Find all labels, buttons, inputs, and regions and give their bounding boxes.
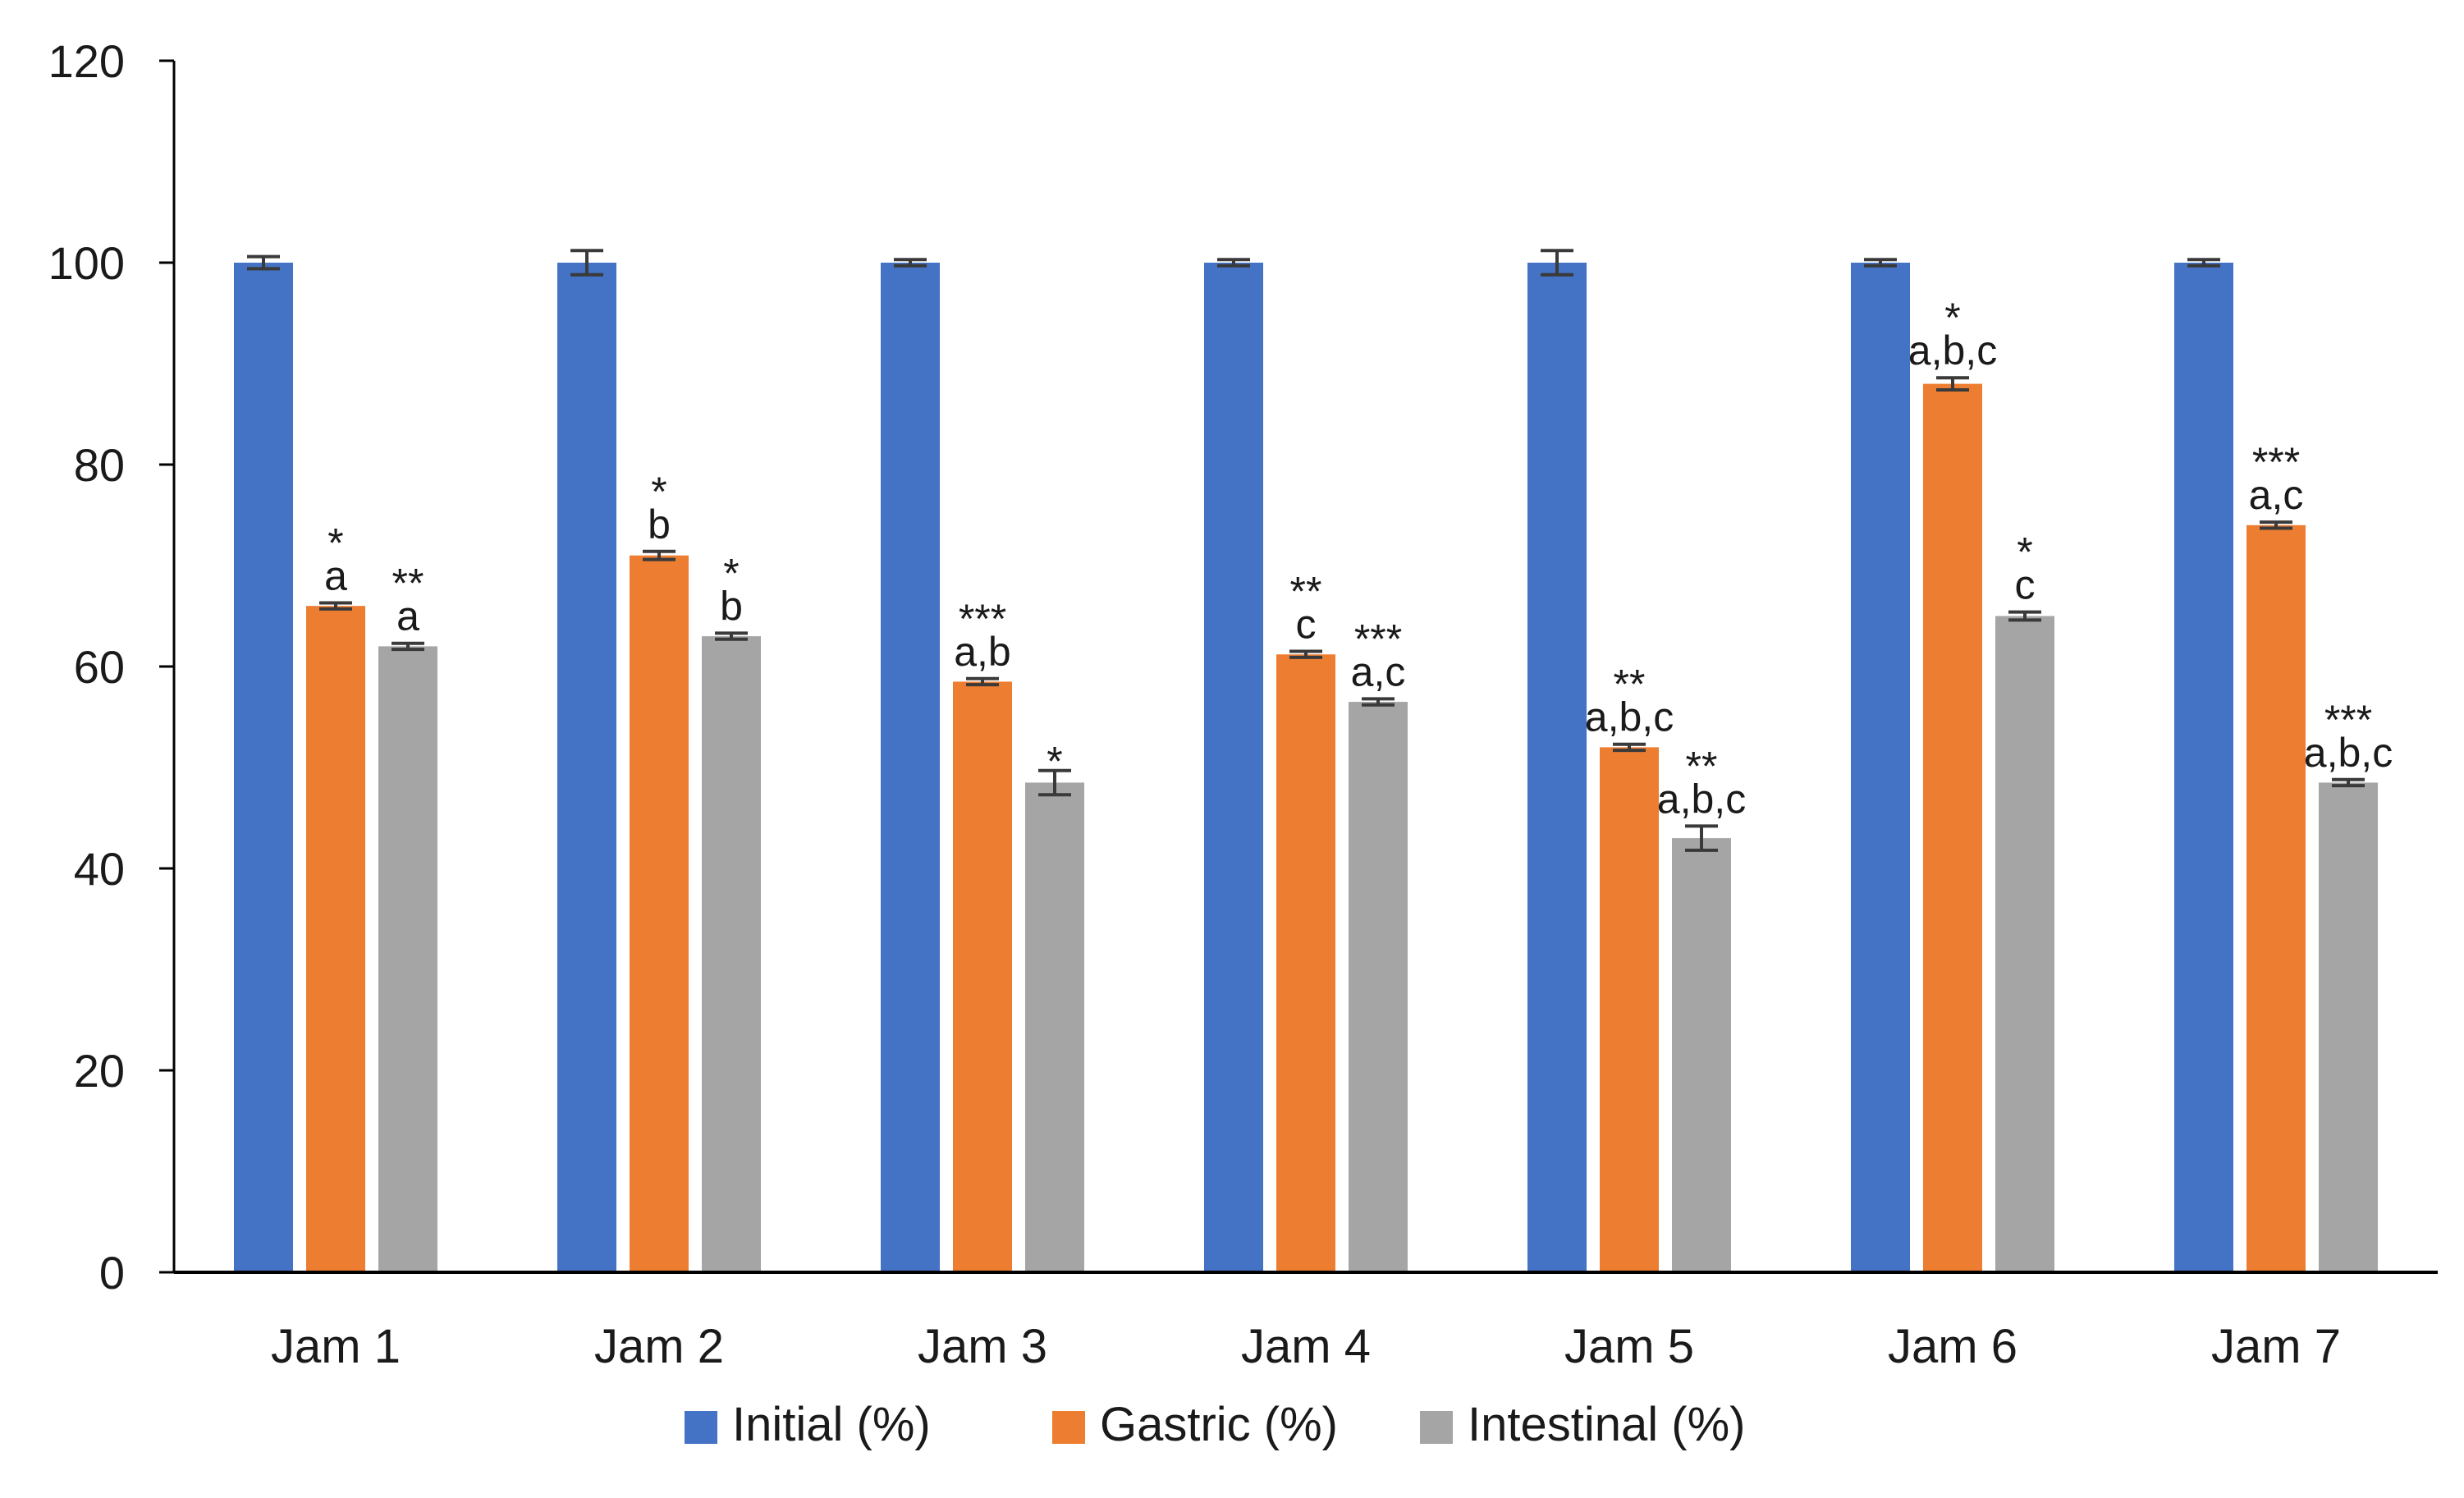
legend: Initial (%) Gastric (%) Intestinal (%) [685,1398,1745,1451]
y-tick-label: 100 [48,237,125,289]
category-label: Jam 4 [1241,1320,1371,1373]
bar [306,606,365,1272]
significance-label: *** [959,596,1006,642]
significance-label: *** [2252,439,2300,485]
y-tick-label: 0 [99,1247,125,1299]
y-tick-label: 120 [48,35,125,87]
y-tick-label: 60 [74,641,125,693]
significance-label: a,b,c [2304,730,2393,776]
significance-label: *** [2324,697,2372,743]
bar [1600,747,1659,1272]
y-axis: 0 20 40 60 80 100 120 [48,35,176,1299]
y-tick-label: 40 [74,843,125,895]
y-tick-label: 80 [74,439,125,491]
category-label: Jam 3 [918,1320,1047,1373]
significance-label: ** [1290,569,1322,615]
bar [2319,782,2378,1272]
significance-label: * [2017,529,2032,575]
category-label: Jam 1 [271,1320,401,1373]
bar [1276,654,1335,1272]
bar [881,263,940,1272]
significance-label: a,b,c [1585,694,1674,740]
significance-label: ** [392,561,424,607]
category-label: Jam 2 [594,1320,724,1373]
bar [953,681,1012,1272]
significance-label: * [1047,739,1062,785]
significance-label: a,b,c [1657,776,1746,822]
significance-label: b [648,502,671,547]
significance-label: b [720,583,743,629]
bar [378,646,437,1272]
bar [1995,616,2054,1272]
bar [1349,702,1408,1272]
legend-swatch [1420,1411,1453,1444]
legend-swatch [1052,1411,1085,1444]
category-label: Jam 6 [1888,1320,2017,1373]
bar [2174,263,2233,1272]
significance-label: a [396,593,419,639]
bar [2246,525,2306,1272]
bar [557,263,616,1272]
significance-annotations: *a **a*b*b ***a,b***c ***a,c **a,b,c**a,b,c*… [324,295,2393,822]
bar [1204,263,1263,1272]
legend-label: Gastric (%) [1100,1398,1338,1451]
significance-label: a,c [2249,472,2304,518]
category-label: Jam 5 [1564,1320,1694,1373]
significance-label: c [1296,602,1317,648]
legend-label: Initial (%) [732,1398,931,1451]
significance-label: a,b [954,629,1011,675]
significance-label: * [723,550,739,596]
significance-label: * [1944,295,1960,341]
significance-label: a,b,c [1908,328,1997,373]
significance-label: *** [1354,616,1402,662]
significance-label: ** [1686,743,1718,789]
bar [702,636,761,1272]
bars [234,263,2378,1273]
bar [234,263,293,1272]
significance-label: a,c [1351,648,1406,694]
error-bars [247,249,2365,852]
bar [1527,263,1587,1272]
x-axis: Jam 1 Jam 2 Jam 3 Jam 4 Jam 5 Jam 6 Jam 7 [174,1271,2438,1373]
significance-label: * [327,520,343,566]
category-label: Jam 7 [2211,1320,2341,1373]
bar [1851,263,1910,1272]
bar [1672,838,1731,1272]
bar [1025,782,1084,1272]
significance-label: ** [1614,662,1646,708]
significance-label: * [651,469,666,515]
bar [630,555,689,1272]
legend-swatch [685,1411,717,1444]
y-tick-label: 20 [74,1045,125,1097]
significance-label: c [2015,562,2036,608]
legend-label: Intestinal (%) [1468,1398,1745,1451]
bar [1923,383,1982,1273]
significance-label: a [324,553,347,599]
